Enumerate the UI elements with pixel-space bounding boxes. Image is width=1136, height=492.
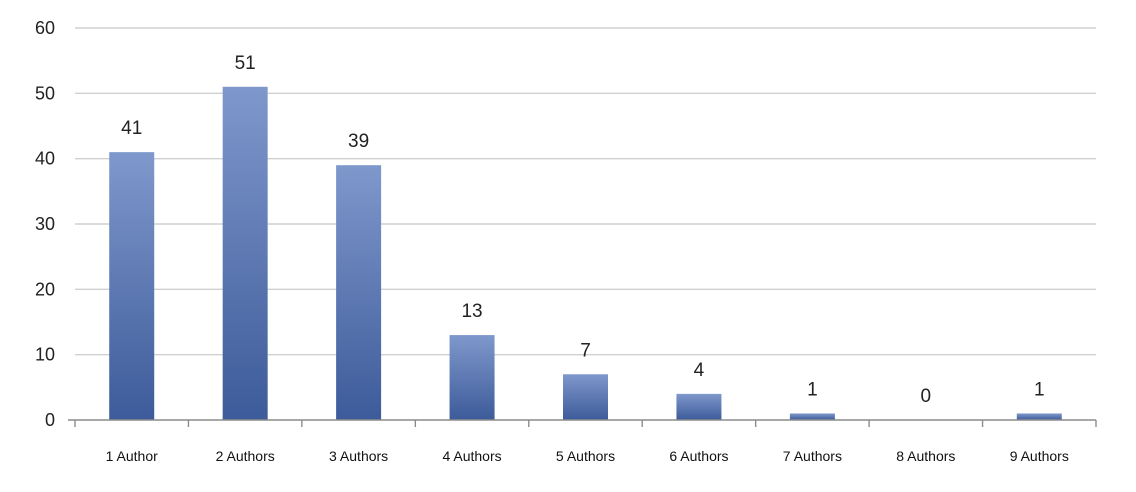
bar-1 xyxy=(109,152,155,420)
data-label: 7 xyxy=(580,340,591,361)
x-tick-label: 3 Authors xyxy=(329,448,388,464)
y-axis-tick-labels: 0 10 20 30 40 50 60 xyxy=(35,18,55,430)
bars xyxy=(109,86,1062,421)
x-tick-label: 4 Authors xyxy=(442,448,501,464)
x-tick-label: 6 Authors xyxy=(669,448,728,464)
data-label: 51 xyxy=(235,53,256,74)
y-tick-label: 20 xyxy=(35,279,55,299)
bar-7 xyxy=(789,413,835,420)
data-label: 0 xyxy=(921,386,932,407)
bar-9 xyxy=(1016,413,1062,420)
x-tick-label: 1 Author xyxy=(106,448,158,464)
x-tick-label: 2 Authors xyxy=(216,448,275,464)
data-label: 1 xyxy=(807,379,818,400)
y-tick-label: 50 xyxy=(35,83,55,103)
y-tick-label: 60 xyxy=(35,18,55,38)
x-tick-label: 9 Authors xyxy=(1010,448,1069,464)
y-tick-label: 10 xyxy=(35,345,55,365)
bar-6 xyxy=(676,393,722,420)
bar-2 xyxy=(222,86,268,421)
data-label: 4 xyxy=(694,360,705,381)
data-label: 1 xyxy=(1034,379,1045,400)
bar-3 xyxy=(336,165,382,420)
x-tick-label: 5 Authors xyxy=(556,448,615,464)
y-tick-label: 40 xyxy=(35,149,55,169)
x-axis xyxy=(68,419,1097,427)
x-axis-tick-labels: 1 Author 2 Authors 3 Authors 4 Authors 5 Aut… xyxy=(106,448,1069,464)
x-tick-label: 8 Authors xyxy=(896,448,955,464)
y-tick-label: 30 xyxy=(35,214,55,234)
y-tick-label: 0 xyxy=(45,410,55,430)
bar-4 xyxy=(449,335,495,420)
x-tick-label: 7 Authors xyxy=(783,448,842,464)
data-label: 13 xyxy=(461,301,482,322)
bar-5 xyxy=(563,374,608,420)
data-label: 41 xyxy=(121,118,142,139)
data-label: 39 xyxy=(348,131,369,152)
